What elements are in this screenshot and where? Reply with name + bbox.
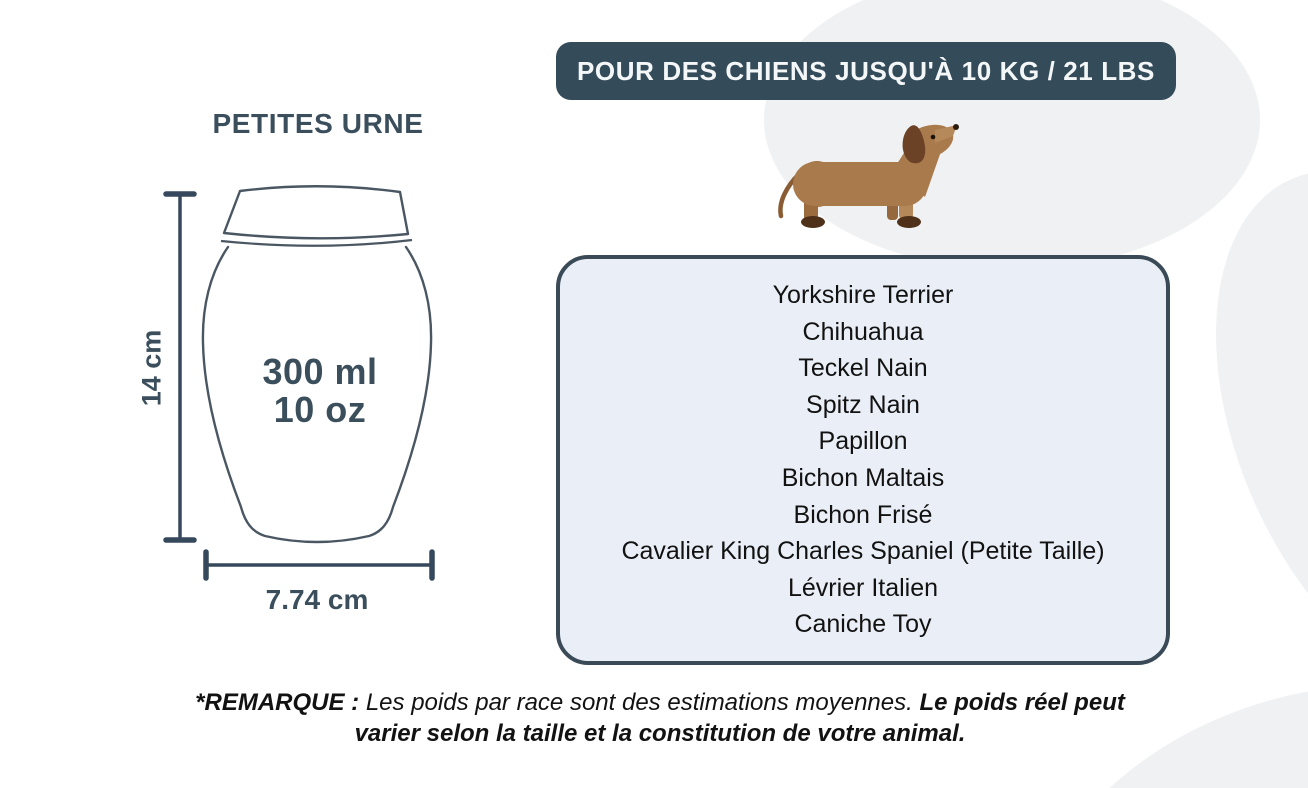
breed-list-box: Yorkshire Terrier Chihuahua Teckel Nain … — [556, 255, 1170, 665]
volume-oz: 10 oz — [273, 389, 367, 430]
urn-title: PETITES URNE — [212, 108, 424, 139]
breed-item: Yorkshire Terrier — [772, 281, 954, 310]
urn-diagram-icon — [163, 185, 435, 581]
breed-item: Chihuahua — [802, 317, 924, 346]
breed-item: Caniche Toy — [794, 610, 932, 639]
height-dimension-line — [163, 191, 197, 543]
breed-item: Cavalier King Charles Spaniel (Petite Ta… — [621, 537, 1105, 566]
urn-volume: 300 ml 10 oz — [200, 353, 440, 429]
dachshund-icon — [778, 124, 959, 228]
urn-rim — [220, 238, 413, 247]
remark-note: *REMARQUE : Les poids par race sont des … — [164, 687, 1156, 749]
breed-item: Bichon Maltais — [781, 464, 945, 492]
breed-item: Spitz Nain — [806, 390, 920, 419]
remark-normal: Les poids par race sont des estimations … — [365, 689, 913, 716]
breed-item: Papillon — [818, 427, 908, 456]
weight-limit-label: POUR DES CHIENS JUSQU'À 10 KG / 21 LBS — [576, 55, 1155, 86]
breed-item: Bichon Frisé — [793, 500, 933, 529]
remark-prefix: *REMARQUE : — [195, 689, 360, 716]
urn-body — [201, 245, 433, 544]
weight-limit-badge: POUR DES CHIENS JUSQU'À 10 KG / 21 LBS — [556, 42, 1176, 100]
height-dimension-label: 14 cm — [136, 329, 167, 407]
volume-ml: 300 ml — [262, 351, 378, 392]
remark-bold: Le poids réel peut varier selon la taill… — [354, 689, 1125, 747]
breed-item: Teckel Nain — [798, 354, 928, 383]
width-dimension-label: 7.74 cm — [265, 584, 369, 615]
width-dimension-line — [203, 549, 435, 581]
breed-item: Lévrier Italien — [787, 573, 939, 602]
urn-lid — [222, 185, 410, 240]
